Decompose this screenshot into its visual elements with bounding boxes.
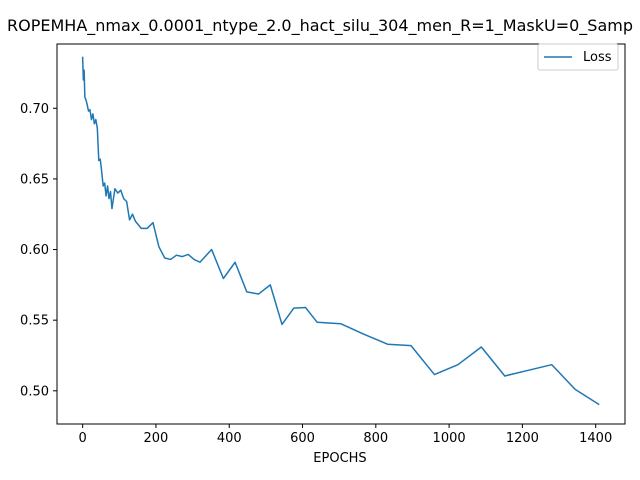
x-tick-label: 0 [79, 431, 87, 446]
x-tick-label: 400 [217, 431, 242, 446]
y-tick-label: 0.50 [20, 384, 49, 399]
chart-title: ROPEMHA_nmax_0.0001_ntype_2.0_hact_silu_… [7, 16, 633, 36]
x-axis-label: EPOCHS [313, 451, 366, 466]
legend-label-loss: Loss [583, 50, 612, 65]
x-tick-label: 600 [290, 431, 315, 446]
x-tick-label: 200 [144, 431, 169, 446]
y-tick-label: 0.65 [20, 172, 49, 187]
y-axis: 0.50 0.55 0.60 0.65 0.70 [20, 102, 57, 399]
loss-series-line [81, 56, 600, 406]
plot-area [56, 43, 626, 425]
legend-box [537, 43, 619, 71]
y-tick-label: 0.60 [20, 243, 49, 258]
y-tick-label: 0.70 [20, 102, 49, 117]
x-tick-label: 1400 [579, 431, 612, 446]
plot-frame [56, 43, 626, 425]
x-tick-label: 1000 [433, 431, 466, 446]
legend: Loss [537, 43, 619, 71]
x-tick-label: 800 [363, 431, 388, 446]
x-tick-label: 1200 [506, 431, 539, 446]
y-tick-label: 0.55 [20, 314, 49, 329]
x-axis: 0 200 400 600 800 1000 1200 1400 [79, 424, 612, 446]
